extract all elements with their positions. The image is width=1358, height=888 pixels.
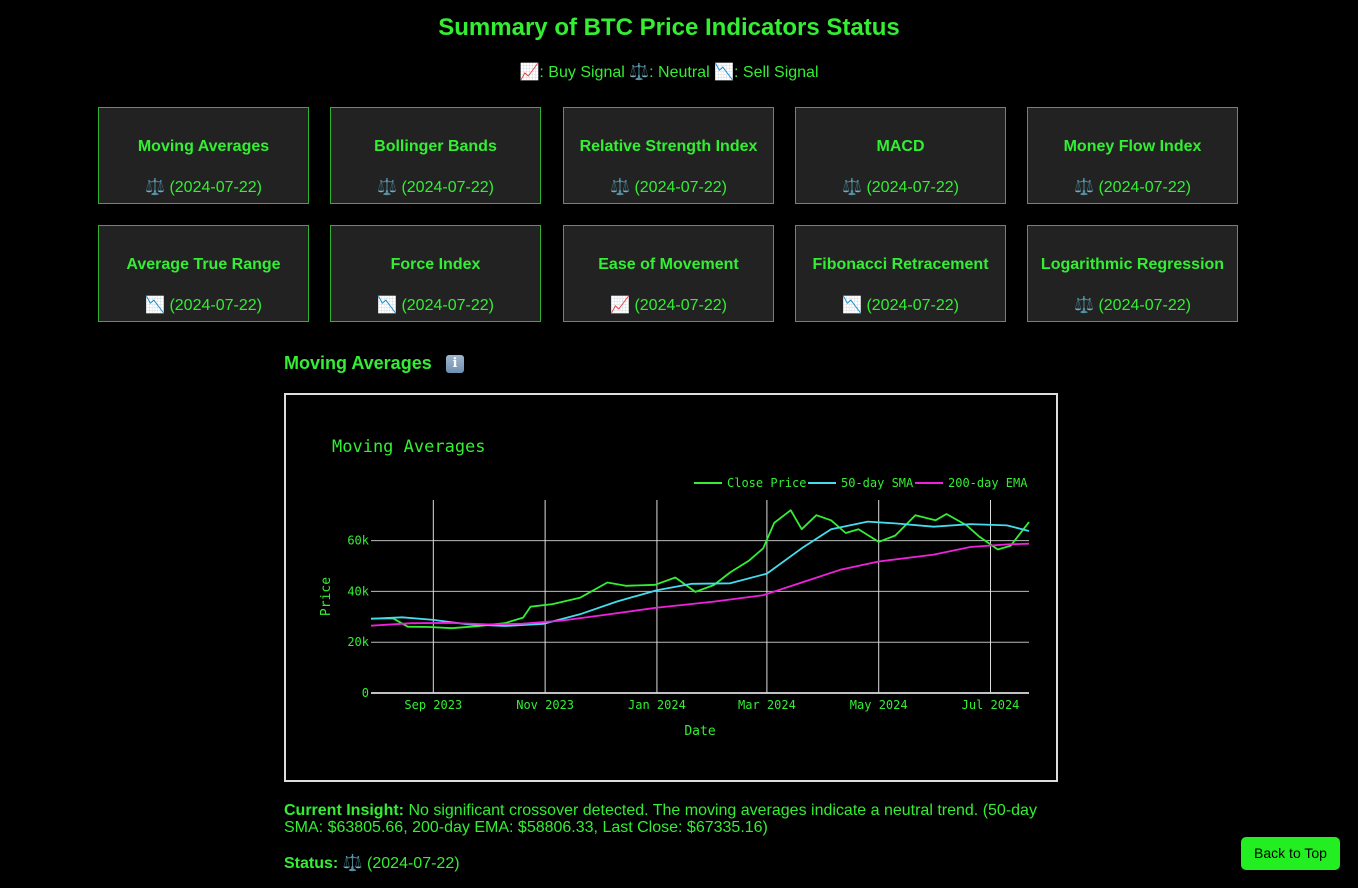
card-title: Relative Strength Index — [579, 138, 758, 155]
status-date: (2024-07-22) — [169, 297, 262, 314]
card-status: ⚖️ (2024-07-22) — [796, 177, 1005, 197]
insight-text: No significant crossover detected. The m… — [284, 802, 1037, 836]
card-force-index[interactable]: Force Index 📉 (2024-07-22) — [330, 225, 541, 322]
status-icon: 📉 — [377, 297, 397, 314]
card-macd[interactable]: MACD ⚖️ (2024-07-22) — [795, 107, 1006, 204]
status-date: (2024-07-22) — [634, 179, 727, 196]
series-line — [370, 542, 1030, 627]
signal-legend: 📈: Buy Signal ⚖️: Neutral 📉: Sell Signal — [0, 62, 1338, 82]
card-relative-strength-index[interactable]: Relative Strength Index ⚖️ (2024-07-22) — [563, 107, 774, 204]
x-tick-label: Sep 2023 — [404, 698, 462, 712]
card-title: Fibonacci Retracement — [812, 256, 989, 273]
buy-signal-label: : Buy Signal — [539, 64, 630, 81]
status-date: (2024-07-22) — [1098, 179, 1191, 196]
card-status: ⚖️ (2024-07-22) — [564, 177, 773, 197]
sell-signal-icon: 📉 — [714, 64, 734, 81]
series-line — [370, 509, 1030, 630]
card-status: ⚖️ (2024-07-22) — [99, 177, 308, 197]
status-date: (2024-07-22) — [169, 179, 262, 196]
x-tick-label: Jan 2024 — [628, 698, 686, 712]
status-icon: ⚖️ — [377, 179, 397, 196]
page-title: Summary of BTC Price Indicators Status — [438, 14, 900, 41]
info-icon[interactable]: i — [446, 355, 464, 373]
y-axis-label: Price — [319, 577, 334, 616]
x-tick-label: May 2024 — [850, 698, 908, 712]
status-date: (2024-07-22) — [362, 855, 460, 872]
status-icon: ⚖️ — [342, 855, 363, 872]
status-date: (2024-07-22) — [866, 297, 959, 314]
y-tick-label: 20k — [347, 635, 369, 649]
card-status: 📉 (2024-07-22) — [331, 295, 540, 315]
status-icon: ⚖️ — [145, 179, 165, 196]
legend-label: 200-day EMA — [948, 476, 1028, 490]
insight-label: Current Insight: — [284, 802, 404, 819]
card-ease-of-movement[interactable]: Ease of Movement 📈 (2024-07-22) — [563, 225, 774, 322]
status-icon: 📉 — [145, 297, 165, 314]
y-tick-label: 40k — [347, 584, 369, 598]
status-date: (2024-07-22) — [1098, 297, 1191, 314]
card-title: Average True Range — [126, 256, 281, 273]
card-title: Ease of Movement — [598, 256, 739, 273]
section-title: Moving Averages — [284, 353, 432, 373]
neutral-icon: ⚖️ — [629, 64, 650, 81]
card-average-true-range[interactable]: Average True Range 📉 (2024-07-22) — [98, 225, 309, 322]
status-line: Status: ⚖️ (2024-07-22) — [284, 853, 460, 873]
y-tick-label: 0 — [362, 686, 369, 700]
chart-title: Moving Averages — [332, 437, 486, 457]
current-insight: Current Insight: No significant crossove… — [284, 802, 1074, 836]
y-tick-label: 60k — [347, 534, 369, 548]
status-date: (2024-07-22) — [401, 179, 494, 196]
status-date: (2024-07-22) — [401, 297, 494, 314]
status-icon: ⚖️ — [610, 179, 630, 196]
status-icon: ⚖️ — [1074, 179, 1094, 196]
x-tick-label: Nov 2023 — [516, 698, 574, 712]
card-fibonacci-retracement[interactable]: Fibonacci Retracement 📉 (2024-07-22) — [795, 225, 1006, 322]
card-logarithmic-regression[interactable]: Logarithmic Regression ⚖️ (2024-07-22) — [1027, 225, 1238, 322]
card-status: ⚖️ (2024-07-22) — [331, 177, 540, 197]
legend-label: 50-day SMA — [841, 476, 914, 490]
buy-signal-icon: 📈 — [519, 64, 540, 81]
status-icon: 📈 — [610, 297, 630, 314]
x-axis-label: Date — [684, 724, 715, 739]
status-label: Status: — [284, 855, 339, 872]
status-icon: ⚖️ — [842, 179, 862, 196]
card-title: Bollinger Bands — [374, 138, 497, 155]
sell-signal-label: : Sell Signal — [734, 64, 819, 81]
back-to-top-button[interactable]: Back to Top — [1241, 837, 1340, 870]
status-icon: ⚖️ — [1074, 297, 1094, 314]
card-status: ⚖️ (2024-07-22) — [1028, 295, 1237, 315]
card-title: Moving Averages — [137, 138, 270, 155]
status-date: (2024-07-22) — [866, 179, 959, 196]
neutral-label: : Neutral — [649, 64, 715, 81]
card-status: 📉 (2024-07-22) — [99, 295, 308, 315]
card-status: 📈 (2024-07-22) — [564, 295, 773, 315]
card-status: ⚖️ (2024-07-22) — [1028, 177, 1237, 197]
moving-averages-chart[interactable]: 0 20k 40k 60k Sep 2023 Nov 2023 Jan 2024 Mar 20… — [284, 393, 1058, 782]
card-status: 📉 (2024-07-22) — [796, 295, 1005, 315]
card-title: Money Flow Index — [1063, 138, 1202, 155]
card-title: MACD — [876, 138, 925, 155]
legend-label: Close Price — [727, 476, 806, 490]
x-tick-label: Jul 2024 — [962, 698, 1020, 712]
card-money-flow-index[interactable]: Money Flow Index ⚖️ (2024-07-22) — [1027, 107, 1238, 204]
card-title: Logarithmic Regression — [1040, 256, 1225, 273]
card-moving-averages[interactable]: Moving Averages ⚖️ (2024-07-22) — [98, 107, 309, 204]
card-bollinger-bands[interactable]: Bollinger Bands ⚖️ (2024-07-22) — [330, 107, 541, 204]
series-line — [370, 520, 1030, 627]
card-title: Force Index — [390, 256, 481, 273]
status-icon: 📉 — [842, 297, 862, 314]
status-date: (2024-07-22) — [634, 297, 727, 314]
x-tick-label: Mar 2024 — [738, 698, 796, 712]
chart-svg: 0 20k 40k 60k Sep 2023 Nov 2023 Jan 2024 Mar 20… — [319, 437, 1030, 739]
